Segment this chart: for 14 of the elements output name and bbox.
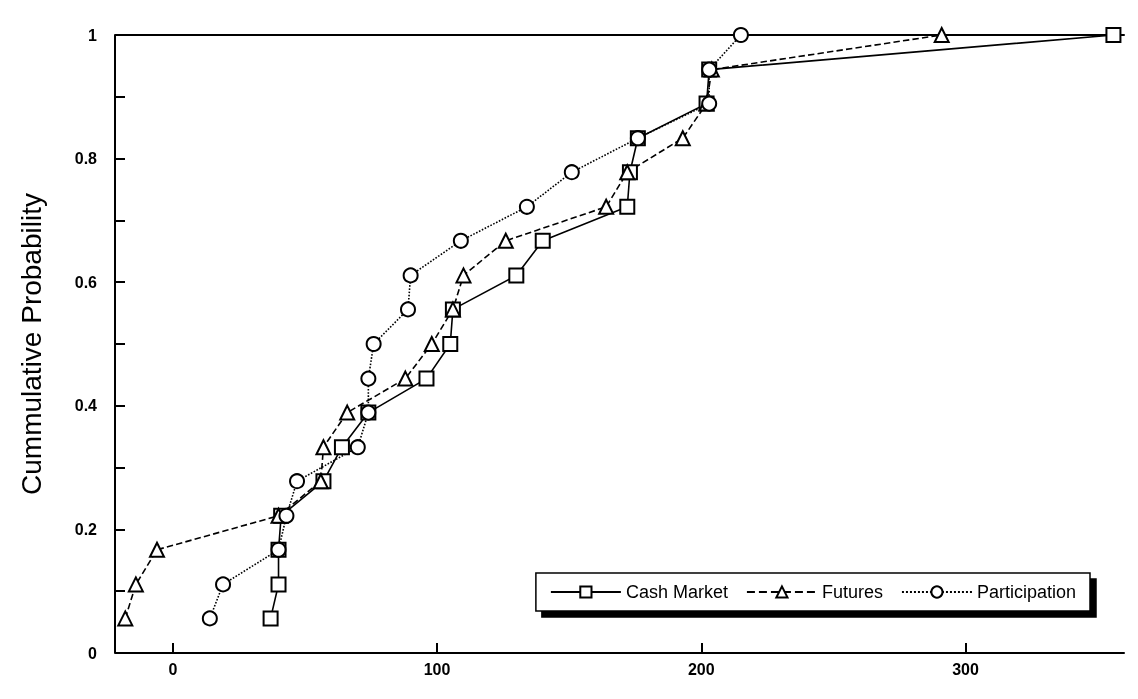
y-tick-label: 0.8 — [74, 150, 98, 168]
x-tick-label: 0 — [168, 660, 178, 678]
y-tick-label: 0 — [88, 644, 98, 662]
y-tick-label: 0.6 — [74, 273, 98, 291]
legend-label: Futures — [821, 582, 883, 602]
y-tick-label: 0.2 — [74, 520, 98, 538]
y-tick-label: 0.4 — [74, 397, 98, 415]
x-tick-label: 100 — [423, 660, 451, 678]
x-tick-label: 300 — [952, 660, 979, 678]
legend-label: Participation — [976, 582, 1077, 602]
y-axis-title: Cummulative Probability — [15, 193, 47, 495]
x-tick-label: 200 — [687, 660, 715, 678]
y-tick-label: 1 — [88, 26, 98, 44]
legend-label: Cash Market — [625, 582, 728, 602]
